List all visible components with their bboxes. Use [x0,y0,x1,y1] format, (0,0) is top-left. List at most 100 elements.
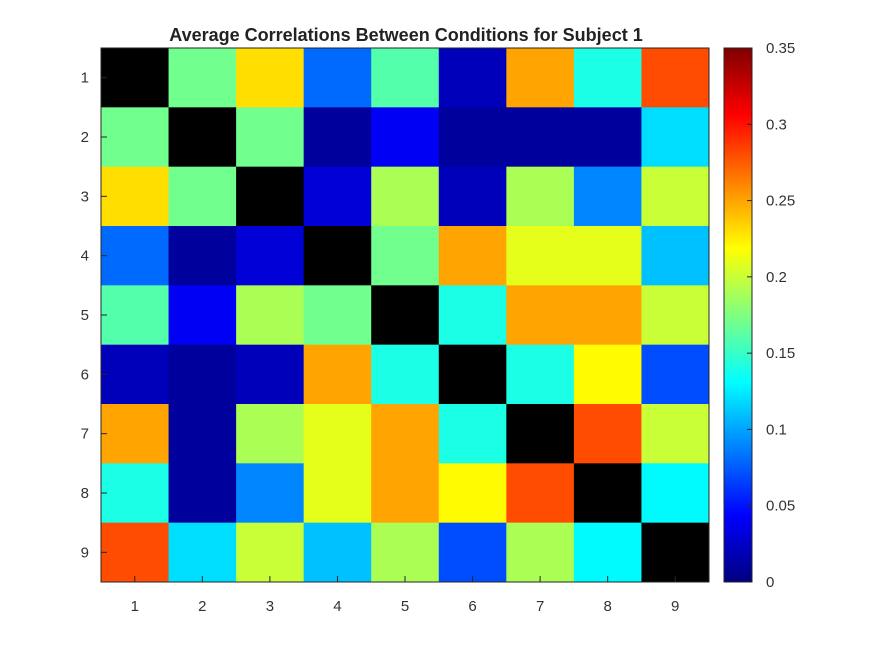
heatmap-cell-r4-c1 [101,226,170,286]
heatmap-cell-r6-c8 [573,344,642,405]
heatmap-cell-r3-c6 [438,166,507,227]
x-tick-label: 2 [198,598,206,615]
y-tick-label: 1 [81,70,89,87]
heatmap-cell-r1-c7 [506,48,575,108]
colorbar-tick-label: 0.15 [766,345,795,362]
heatmap-cell-r6-c2 [168,344,237,405]
colorbar-tick-label: 0.1 [766,421,787,438]
heatmap-cell-r2-c4 [303,107,372,168]
heatmap-cell-r6-c7 [506,344,575,405]
x-tick-label: 3 [266,598,274,615]
heatmap-cell-r3-c3 [236,166,305,227]
x-tick-label: 8 [603,598,611,615]
heatmap-cell-r7-c1 [101,404,170,464]
heatmap-cell-r3-c2 [168,166,237,227]
heatmap-cell-r1-c6 [438,48,507,108]
colorbar-tick-label: 0.25 [766,193,795,210]
heatmap-cell-r5-c5 [371,285,440,346]
heatmap-cell-r3-c7 [506,166,575,227]
heatmap-cell-r3-c4 [303,166,372,227]
heatmap-cell-r8-c4 [303,463,372,524]
heatmap-cell-r9-c4 [303,522,372,583]
y-tick-label: 3 [81,188,89,205]
heatmap-cell-r7-c7 [506,404,575,464]
heatmap-cell-r1-c2 [168,48,237,108]
heatmap-cell-r3-c9 [641,166,710,227]
heatmap-cell-r8-c8 [573,463,642,524]
heatmap-cell-r7-c4 [303,404,372,464]
heatmap-cell-r9-c7 [506,522,575,583]
y-tick-label: 6 [81,366,89,383]
heatmap-cell-r8-c6 [438,463,507,524]
heatmap-cell-r6-c4 [303,344,372,405]
heatmap-cell-r4-c8 [573,226,642,286]
heatmap-cell-r3-c5 [371,166,440,227]
heatmap-cell-r1-c5 [371,48,440,108]
chart-title: Average Correlations Between Conditions … [169,25,642,45]
heatmap-cell-r2-c3 [236,107,305,168]
heatmap-cell-r9-c1 [101,522,170,583]
heatmap-cell-r7-c8 [573,404,642,464]
heatmap-cell-r2-c6 [438,107,507,168]
colorbar-tick-label: 0.05 [766,498,795,515]
colorbar-tick-label: 0.3 [766,116,787,133]
heatmap-cell-r1-c8 [573,48,642,108]
heatmap-cell-r2-c9 [641,107,710,168]
x-tick-label: 9 [671,598,679,615]
heatmap-cell-r6-c6 [438,344,507,405]
y-tick-label: 7 [81,426,89,443]
heatmap-cell-r7-c6 [438,404,507,464]
heatmap-cells [101,48,710,583]
heatmap-cell-r6-c9 [641,344,710,405]
heatmap-cell-r5-c2 [168,285,237,346]
heatmap-cell-r4-c5 [371,226,440,286]
heatmap-cell-r4-c9 [641,226,710,286]
heatmap-cell-r5-c1 [101,285,170,346]
heatmap-cell-r9-c6 [438,522,507,583]
heatmap-cell-r4-c7 [506,226,575,286]
heatmap-cell-r1-c4 [303,48,372,108]
heatmap-cell-r2-c2 [168,107,237,168]
heatmap-cell-r6-c1 [101,344,170,405]
colorbar-ticks: 0 0.05 0.1 0.15 0.2 0.25 0.3 0.35 [747,40,795,591]
heatmap-cell-r8-c5 [371,463,440,524]
heatmap-cell-r9-c9 [641,522,710,583]
heatmap-cell-r1-c3 [236,48,305,108]
x-tick-label: 7 [536,598,544,615]
heatmap-cell-r2-c7 [506,107,575,168]
heatmap-cell-r9-c2 [168,522,237,583]
heatmap-cell-r8-c1 [101,463,170,524]
colorbar-tick-label: 0.35 [766,40,795,57]
y-tick-label: 8 [81,485,89,502]
heatmap-cell-r6-c3 [236,344,305,405]
heatmap-cell-r5-c6 [438,285,507,346]
x-tick-label: 4 [333,598,341,615]
heatmap-cell-r7-c3 [236,404,305,464]
colorbar-tick-label: 0 [766,574,774,591]
colorbar-tick-label: 0.2 [766,269,787,286]
heatmap-cell-r2-c5 [371,107,440,168]
heatmap-cell-r8-c2 [168,463,237,524]
heatmap-cell-r5-c4 [303,285,372,346]
heatmap-cell-r7-c5 [371,404,440,464]
heatmap-cell-r1-c1 [101,48,170,108]
heatmap-cell-r4-c4 [303,226,372,286]
heatmap-cell-r8-c3 [236,463,305,524]
heatmap-cell-r9-c3 [236,522,305,583]
x-tick-label: 6 [468,598,476,615]
heatmap-cell-r9-c8 [573,522,642,583]
heatmap-cell-r5-c8 [573,285,642,346]
heatmap-cell-r1-c9 [641,48,710,108]
heatmap-cell-r3-c1 [101,166,170,227]
y-tick-label: 5 [81,307,89,324]
x-tick-label: 1 [131,598,139,615]
y-axis-ticks: 1 2 3 4 5 6 7 8 9 [81,70,107,561]
heatmap-cell-r2-c8 [573,107,642,168]
heatmap-cell-r6-c5 [371,344,440,405]
y-tick-label: 2 [81,129,89,146]
heatmap-cell-r7-c9 [641,404,710,464]
colorbar [723,47,753,583]
heatmap-cell-r5-c7 [506,285,575,346]
heatmap-cell-r5-c9 [641,285,710,346]
